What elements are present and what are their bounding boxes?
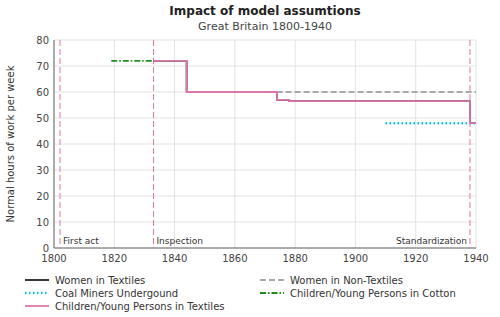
x-grid-line xyxy=(476,40,477,248)
legend-swatch xyxy=(25,279,49,281)
y-grid-line xyxy=(54,170,476,171)
x-tick-label: 1940 xyxy=(463,253,488,264)
annotation-line xyxy=(469,40,470,248)
title: Impact of model assumtions xyxy=(169,4,360,18)
annotation-line xyxy=(60,40,61,248)
y-tick-label: 30 xyxy=(36,165,49,176)
legend-swatch xyxy=(25,305,49,307)
x-tick-label: 1860 xyxy=(222,253,247,264)
legend-label: Women in Non-Textiles xyxy=(290,275,403,286)
y-grid-line xyxy=(54,144,476,145)
annotation-label: Inspection xyxy=(156,236,203,246)
series-line xyxy=(153,61,476,123)
y-axis xyxy=(54,40,55,248)
y-grid-line xyxy=(54,196,476,197)
x-tick-label: 1900 xyxy=(343,253,368,264)
legend-label: Children/Young Persons in Textiles xyxy=(55,301,225,312)
x-grid-line xyxy=(54,40,55,248)
annotation-label: Standardization xyxy=(396,236,467,246)
legend-swatch xyxy=(260,279,284,281)
x-tick-label: 1920 xyxy=(403,253,428,264)
y-tick-label: 0 xyxy=(43,243,49,254)
x-tick-label: 1820 xyxy=(102,253,127,264)
series-line xyxy=(386,122,476,124)
x-tick-label: 1800 xyxy=(41,253,66,264)
y-grid-line xyxy=(54,40,476,41)
annotation-label: First act xyxy=(63,236,99,246)
legend-label: Women in Textiles xyxy=(55,275,145,286)
y-grid-line xyxy=(54,222,476,223)
y-tick-label: 70 xyxy=(36,61,49,72)
x-grid-line xyxy=(295,40,296,248)
x-grid-line xyxy=(355,40,356,248)
y-tick-label: 20 xyxy=(36,191,49,202)
legend: Women in Textiles Women in Non-Textiles Co… xyxy=(25,275,456,312)
y-tick-label: 50 xyxy=(36,113,49,124)
chart: Impact of model assumtions Great Britain … xyxy=(0,0,500,317)
x-grid-line xyxy=(415,40,416,248)
y-tick-label: 40 xyxy=(36,139,49,150)
x-grid-line xyxy=(174,40,175,248)
y-grid-line xyxy=(54,66,476,67)
x-tick-label: 1840 xyxy=(162,253,187,264)
grid xyxy=(54,40,476,248)
y-tick-label: 60 xyxy=(36,87,49,98)
legend-label: Coal Miners Undergound xyxy=(55,288,178,299)
plot-area xyxy=(60,40,476,248)
y-axis-label: Normal hours of work per week xyxy=(5,65,16,222)
y-tick-label: 10 xyxy=(36,217,49,228)
x-grid-line xyxy=(234,40,235,248)
x-axis xyxy=(54,248,476,249)
legend-swatch xyxy=(260,292,284,294)
subtitle: Great Britain 1800-1940 xyxy=(198,20,332,33)
y-grid-line xyxy=(54,248,476,249)
series-line xyxy=(153,61,476,123)
x-grid-line xyxy=(114,40,115,248)
legend-swatch xyxy=(25,292,49,294)
y-tick-label: 80 xyxy=(36,35,49,46)
x-tick-label: 1880 xyxy=(282,253,307,264)
legend-label: Children/Young Persons in Cotton xyxy=(290,288,456,299)
y-grid-line xyxy=(54,118,476,119)
annotation-line xyxy=(153,40,154,248)
